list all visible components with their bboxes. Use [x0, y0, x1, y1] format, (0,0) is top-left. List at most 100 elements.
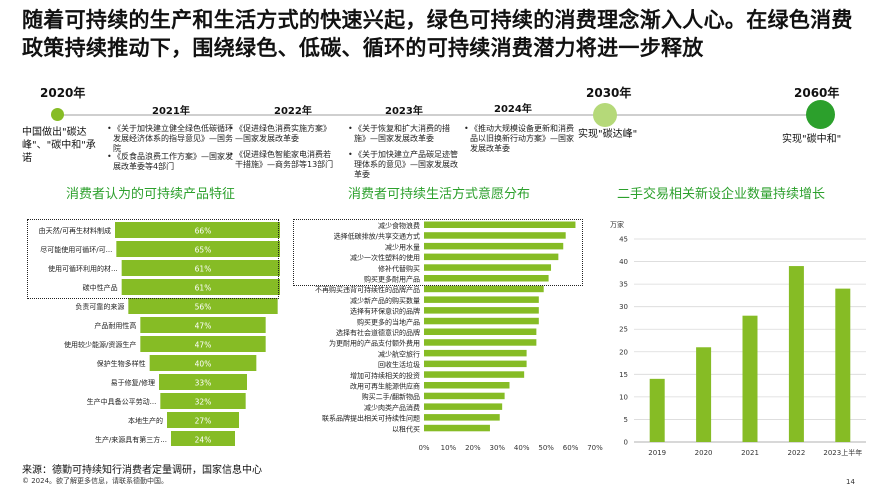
lifestyle-x-tick: 40% — [514, 444, 530, 452]
secondhand-firms-bar-chart: 万家 0 5 10 15 20 25 30 35 40 45 2019 2020 2021 2022 2023… — [610, 220, 866, 457]
timeline-text-2020: 中国做出"碳达峰"、"碳中和"承诺 — [22, 127, 96, 164]
secondhand-bar — [788, 266, 804, 442]
funnel-value-label: 47% — [195, 322, 212, 331]
copyright: © 2024。欲了解更多信息，请联系德勤中国。 — [22, 477, 169, 485]
top-six-highlight — [293, 219, 583, 286]
secondhand-y-tick: 15 — [619, 371, 628, 379]
secondhand-bar — [742, 315, 758, 442]
funnel-category-label: 使用可循环利用的材... — [48, 264, 118, 273]
lifestyle-category-label: 购买更多的当地产品 — [357, 317, 420, 326]
lifestyle-bar — [424, 232, 566, 239]
lifestyle-bar — [424, 382, 510, 389]
funnel-category-label: 负责可靠的来源 — [75, 302, 124, 311]
timeline-text-2030: 实现"碳达峰" — [578, 129, 638, 140]
timeline-2023-item-1: 《关于恢复和扩大消费的措施》—国家发展改革委 — [348, 124, 458, 144]
lifestyle-bar — [424, 414, 500, 421]
lifestyle-x-tick: 0% — [418, 444, 429, 452]
funnel-value-label: 61% — [195, 284, 212, 293]
secondhand-x-tick: 2021 — [741, 449, 759, 457]
lifestyle-category-label: 减少食物浪费 — [378, 221, 420, 230]
funnel-value-label: 40% — [195, 360, 212, 369]
secondhand-y-tick: 25 — [619, 326, 628, 334]
secondhand-y-tick: 45 — [619, 236, 628, 244]
funnel-category-label: 由天然/可再生材料制成 — [39, 226, 111, 235]
funnel-value-label: 61% — [195, 265, 212, 274]
timeline-year-2060: 2060年 — [794, 86, 840, 100]
timeline-line — [57, 114, 827, 116]
funnel-category-label: 本地生产的 — [128, 416, 163, 425]
funnel-bar — [159, 374, 247, 390]
lifestyle-bar — [424, 424, 490, 432]
lifestyle-bar — [424, 339, 537, 346]
lifestyle-x-tick: 60% — [563, 444, 579, 452]
lifestyle-bar — [424, 392, 505, 400]
timeline-year-2020: 2020年 — [40, 86, 86, 100]
secondhand-y-tick: 5 — [624, 416, 628, 424]
lifestyle-bar — [424, 275, 549, 282]
secondhand-y-tick: 10 — [619, 393, 628, 401]
lifestyle-category-label: 减少肉类产品消费 — [364, 403, 420, 412]
lifestyle-category-label: 减少航空旅行 — [378, 349, 420, 358]
lifestyle-category-label: 修补代替购买 — [378, 264, 420, 273]
right-chart-title: 二手交易相关新设企业数量持续增长 — [617, 187, 826, 202]
lifestyle-category-label: 减少用水量 — [385, 242, 420, 251]
secondhand-y-tick: 20 — [619, 348, 628, 356]
timeline-2022-item-2: 《促进绿色智能家电消费若干措施》—商务部等13部门 — [229, 150, 335, 170]
lifestyle-x-tick: 10% — [441, 444, 457, 452]
funnel-bar — [121, 260, 280, 276]
timeline-dot-2030 — [593, 103, 617, 127]
secondhand-y-tick: 40 — [619, 258, 628, 266]
funnel-bar — [140, 336, 266, 352]
lifestyle-bar — [424, 403, 503, 410]
timeline-year-2021: 2021年 — [152, 106, 190, 117]
timeline-year-2022: 2022年 — [274, 106, 312, 117]
secondhand-bar — [649, 378, 665, 442]
funnel-value-label: 56% — [195, 303, 212, 312]
funnel-value-label: 32% — [195, 398, 212, 407]
lifestyle-x-tick: 30% — [490, 444, 506, 452]
lifestyle-category-label: 为更耐用的产品支付额外费用 — [329, 339, 420, 348]
secondhand-x-tick: 2020 — [695, 449, 713, 457]
funnel-value-label: 27% — [195, 417, 212, 426]
lifestyle-category-label: 选择有社会道德意识的品牌 — [336, 328, 420, 337]
funnel-category-label: 生产中具备公平劳动... — [87, 397, 157, 406]
secondhand-bar — [835, 288, 851, 442]
timeline-2024-item-1: 《推动大规模设备更新和消费品以旧换新行动方案》—国家发展改革委 — [464, 124, 574, 154]
funnel-category-label: 易于修复/修理 — [111, 378, 155, 387]
lifestyle-bar — [424, 371, 525, 378]
funnel-bar — [128, 298, 278, 314]
lifestyle-x-tick: 70% — [587, 444, 603, 452]
funnel-category-label: 产品耐用性高 — [94, 321, 136, 330]
timeline-year-2023: 2023年 — [385, 106, 423, 117]
secondhand-y-tick: 35 — [619, 281, 628, 289]
funnel-bar — [149, 355, 257, 371]
funnel-bar — [116, 241, 280, 257]
funnel-category-label: 碳中性产品 — [83, 283, 118, 292]
lifestyle-bar — [424, 264, 552, 271]
funnel-value-label: 65% — [195, 246, 212, 255]
lifestyle-bar — [424, 328, 537, 335]
timeline-2021-item-1: 《关于加快建立健全绿色低碳循环发展经济体系的指导意见》—国务院 — [107, 124, 233, 154]
funnel-value-label: 24% — [195, 436, 212, 445]
funnel-value-label: 47% — [195, 341, 212, 350]
funnel-category-label: 保护生物多样性 — [97, 359, 146, 368]
lifestyle-bar — [424, 296, 539, 303]
secondhand-x-tick: 2023上半年 — [823, 448, 862, 457]
lifestyle-bar — [424, 317, 539, 325]
lifestyle-bar — [424, 285, 544, 293]
funnel-bar — [171, 431, 235, 446]
lifestyle-category-label: 改用可再生能源供应商 — [350, 382, 420, 391]
funnel-bar — [121, 279, 280, 295]
lifestyle-category-label: 回收生活垃圾 — [378, 360, 420, 369]
secondhand-y-tick: 0 — [624, 439, 628, 447]
secondhand-y-unit: 万家 — [610, 220, 624, 229]
lifestyle-category-label: 以租代买 — [392, 424, 420, 433]
funnel-category-label: 生产/来源具有第三方... — [95, 435, 167, 444]
funnel-value-label: 33% — [195, 379, 212, 388]
secondhand-x-tick: 2019 — [648, 449, 666, 457]
funnel-category-label: 使用较少能源/资源生产 — [64, 340, 136, 349]
source-note: 来源：德勤可持续知行消费者定量调研，国家信息中心 — [22, 465, 262, 476]
timeline-2021-item-2: 《反食品浪费工作方案》—国家发展改革委等4部门 — [107, 152, 233, 172]
lifestyle-category-label: 减少一次性塑料的使用 — [350, 253, 420, 262]
funnel-bar — [160, 393, 246, 409]
